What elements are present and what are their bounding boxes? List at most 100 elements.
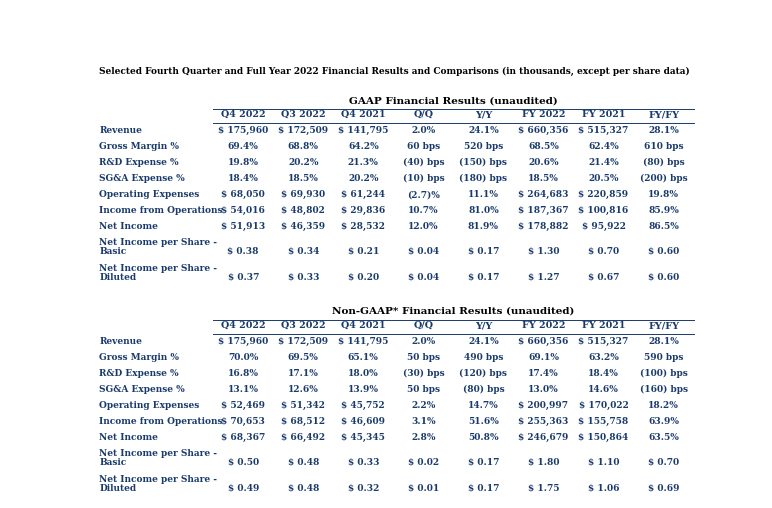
Text: $ 0.32: $ 0.32 <box>347 484 379 493</box>
Text: Gross Margin %: Gross Margin % <box>100 142 180 151</box>
Text: 10.7%: 10.7% <box>408 206 438 215</box>
Text: $ 66,492: $ 66,492 <box>281 433 325 442</box>
Text: 18.4%: 18.4% <box>588 369 619 378</box>
Text: $ 172,509: $ 172,509 <box>278 337 328 346</box>
Text: 81.9%: 81.9% <box>468 222 499 231</box>
Text: $ 0.70: $ 0.70 <box>648 458 679 467</box>
Text: $ 175,960: $ 175,960 <box>218 126 269 135</box>
Text: 13.1%: 13.1% <box>228 385 259 394</box>
Text: Revenue: Revenue <box>100 337 142 346</box>
Text: FY/FY: FY/FY <box>648 321 679 330</box>
Text: $ 46,609: $ 46,609 <box>341 417 385 426</box>
Text: 14.6%: 14.6% <box>588 385 619 394</box>
Text: $ 1.80: $ 1.80 <box>528 458 559 467</box>
Text: 50 bps: 50 bps <box>407 385 440 394</box>
Text: SG&A Expense %: SG&A Expense % <box>100 385 185 394</box>
Text: $ 0.49: $ 0.49 <box>228 484 259 493</box>
Text: 14.7%: 14.7% <box>468 401 499 410</box>
Text: $ 0.48: $ 0.48 <box>287 484 319 493</box>
Text: $ 264,683: $ 264,683 <box>518 190 569 199</box>
Text: $ 0.02: $ 0.02 <box>408 458 439 467</box>
Text: 68.5%: 68.5% <box>528 142 559 151</box>
Text: $ 1.75: $ 1.75 <box>528 484 559 493</box>
Text: (200) bps: (200) bps <box>640 174 687 183</box>
Text: $ 51,342: $ 51,342 <box>281 401 325 410</box>
Text: $ 246,679: $ 246,679 <box>518 433 569 442</box>
Text: FY/FY: FY/FY <box>648 110 679 119</box>
Text: $ 0.17: $ 0.17 <box>468 247 499 256</box>
Text: Q/Q: Q/Q <box>413 110 433 119</box>
Text: (160) bps: (160) bps <box>639 385 688 394</box>
Text: $ 660,356: $ 660,356 <box>518 126 569 135</box>
Text: (80) bps: (80) bps <box>643 158 685 167</box>
Text: $ 29,836: $ 29,836 <box>341 206 385 215</box>
Text: Q3 2022: Q3 2022 <box>281 321 326 330</box>
Text: 20.6%: 20.6% <box>528 158 559 167</box>
Text: 3.1%: 3.1% <box>411 417 435 426</box>
Text: 590 bps: 590 bps <box>644 353 683 362</box>
Text: (120) bps: (120) bps <box>459 369 507 378</box>
Text: 86.5%: 86.5% <box>648 222 679 231</box>
Text: $ 0.04: $ 0.04 <box>408 273 439 282</box>
Text: $ 0.04: $ 0.04 <box>408 247 439 256</box>
Text: 11.1%: 11.1% <box>468 190 499 199</box>
Text: $ 51,913: $ 51,913 <box>221 222 266 231</box>
Text: Net Income: Net Income <box>100 433 158 442</box>
Text: Net Income per Share -: Net Income per Share - <box>100 475 218 484</box>
Text: $ 54,016: $ 54,016 <box>222 206 265 215</box>
Text: $ 46,359: $ 46,359 <box>281 222 325 231</box>
Text: 85.9%: 85.9% <box>648 206 679 215</box>
Text: 12.6%: 12.6% <box>288 385 319 394</box>
Text: FY 2021: FY 2021 <box>582 321 625 330</box>
Text: 24.1%: 24.1% <box>468 126 499 135</box>
Text: (80) bps: (80) bps <box>462 385 504 394</box>
Text: Net Income per Share -: Net Income per Share - <box>100 238 218 247</box>
Text: Non-GAAP* Financial Results (unaudited): Non-GAAP* Financial Results (unaudited) <box>332 307 574 316</box>
Text: 2.0%: 2.0% <box>411 126 435 135</box>
Text: (40) bps: (40) bps <box>403 158 444 167</box>
Text: $ 141,795: $ 141,795 <box>338 337 388 346</box>
Text: $ 175,960: $ 175,960 <box>218 337 269 346</box>
Text: $ 255,363: $ 255,363 <box>518 417 569 426</box>
Text: Operating Expenses: Operating Expenses <box>100 401 200 410</box>
Text: $ 70,653: $ 70,653 <box>222 417 265 426</box>
Text: $ 45,345: $ 45,345 <box>341 433 385 442</box>
Text: $ 52,469: $ 52,469 <box>222 401 266 410</box>
Text: 18.4%: 18.4% <box>228 174 259 183</box>
Text: Basic: Basic <box>100 247 127 256</box>
Text: Diluted: Diluted <box>100 484 137 493</box>
Text: $ 0.70: $ 0.70 <box>588 247 619 256</box>
Text: $ 95,922: $ 95,922 <box>581 222 625 231</box>
Text: $ 0.60: $ 0.60 <box>648 273 679 282</box>
Text: (150) bps: (150) bps <box>459 158 507 167</box>
Text: 28.1%: 28.1% <box>648 337 679 346</box>
Text: 20.2%: 20.2% <box>348 174 378 183</box>
Text: 21.4%: 21.4% <box>588 158 619 167</box>
Text: Net Income per Share -: Net Income per Share - <box>100 264 218 273</box>
Text: $ 68,512: $ 68,512 <box>281 417 325 426</box>
Text: $ 0.01: $ 0.01 <box>408 484 439 493</box>
Text: $ 1.27: $ 1.27 <box>528 273 559 282</box>
Text: Gross Margin %: Gross Margin % <box>100 353 180 362</box>
Text: $ 0.69: $ 0.69 <box>648 484 679 493</box>
Text: 24.1%: 24.1% <box>468 337 499 346</box>
Text: Selected Fourth Quarter and Full Year 2022 Financial Results and Comparisons (in: Selected Fourth Quarter and Full Year 20… <box>100 67 690 76</box>
Text: 20.2%: 20.2% <box>288 158 319 167</box>
Text: 490 bps: 490 bps <box>464 353 503 362</box>
Text: $ 1.06: $ 1.06 <box>587 484 619 493</box>
Text: $ 141,795: $ 141,795 <box>338 126 388 135</box>
Text: 60 bps: 60 bps <box>407 142 440 151</box>
Text: R&D Expense %: R&D Expense % <box>100 369 179 378</box>
Text: FY 2022: FY 2022 <box>522 110 565 119</box>
Text: Revenue: Revenue <box>100 126 142 135</box>
Text: $ 0.50: $ 0.50 <box>228 458 259 467</box>
Text: $ 68,367: $ 68,367 <box>221 433 266 442</box>
Text: (2.7)%: (2.7)% <box>407 190 440 199</box>
Text: Y/Y: Y/Y <box>475 110 492 119</box>
Text: $ 0.21: $ 0.21 <box>347 247 379 256</box>
Text: $ 178,882: $ 178,882 <box>518 222 569 231</box>
Text: Basic: Basic <box>100 458 127 467</box>
Text: $ 1.10: $ 1.10 <box>587 458 619 467</box>
Text: Operating Expenses: Operating Expenses <box>100 190 200 199</box>
Text: 2.2%: 2.2% <box>411 401 435 410</box>
